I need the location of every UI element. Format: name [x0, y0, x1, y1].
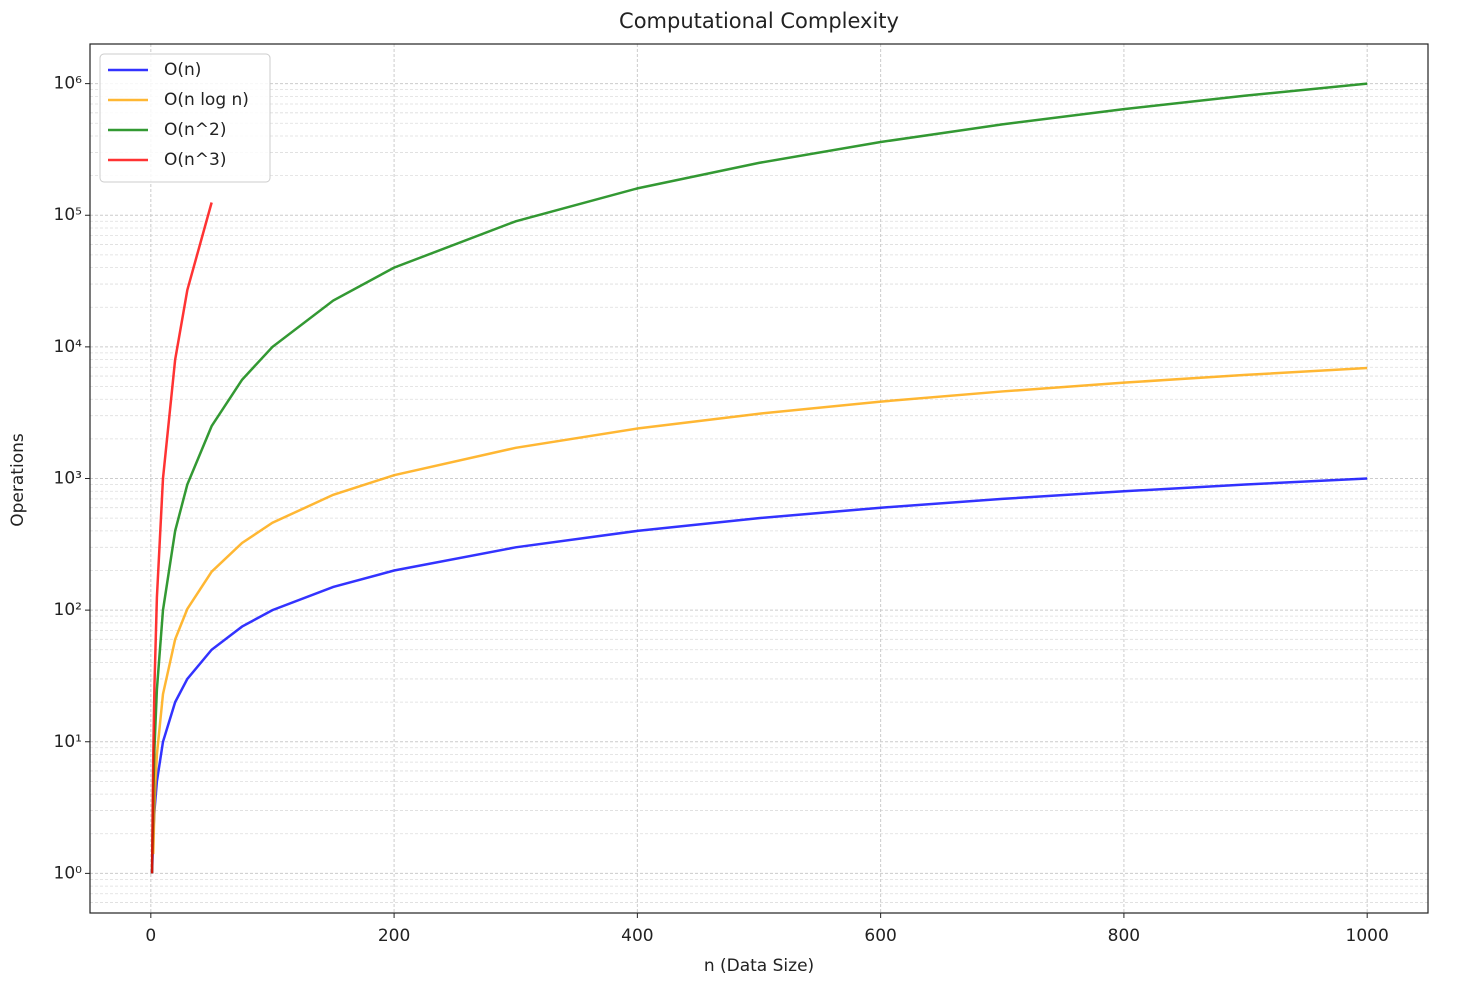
x-tick-label: 400 [621, 926, 653, 946]
legend-label: O(n^2) [164, 120, 226, 140]
x-tick-label: 800 [1108, 926, 1140, 946]
y-tick-label: 10² [54, 600, 82, 620]
series-line [152, 366, 1368, 855]
y-tick-label: 10⁵ [54, 205, 82, 225]
series-line [150, 202, 213, 874]
plot-frame [89, 43, 1429, 914]
chart-title: Computational Complexity [619, 9, 899, 33]
series-line [150, 477, 1368, 874]
y-tick-label: 10⁴ [54, 337, 83, 357]
legend-box [99, 53, 271, 183]
series-line [150, 82, 1368, 874]
x-tick-label: 1000 [1346, 926, 1389, 946]
x-axis-label: n (Data Size) [704, 956, 814, 976]
x-tick-label: 600 [864, 926, 896, 946]
y-axis-label: Operations [8, 433, 28, 527]
y-tick-label: 10¹ [54, 732, 82, 752]
x-tick-label: 0 [145, 926, 156, 946]
y-tick-label: 10⁶ [54, 74, 83, 94]
x-tick-label: 200 [378, 926, 410, 946]
y-tick-label: 10⁰ [54, 863, 83, 883]
legend-label: O(n log n) [164, 90, 249, 110]
y-tick-label: 10³ [54, 469, 82, 489]
legend-label: O(n^3) [164, 150, 226, 170]
legend-label: O(n) [164, 60, 201, 80]
